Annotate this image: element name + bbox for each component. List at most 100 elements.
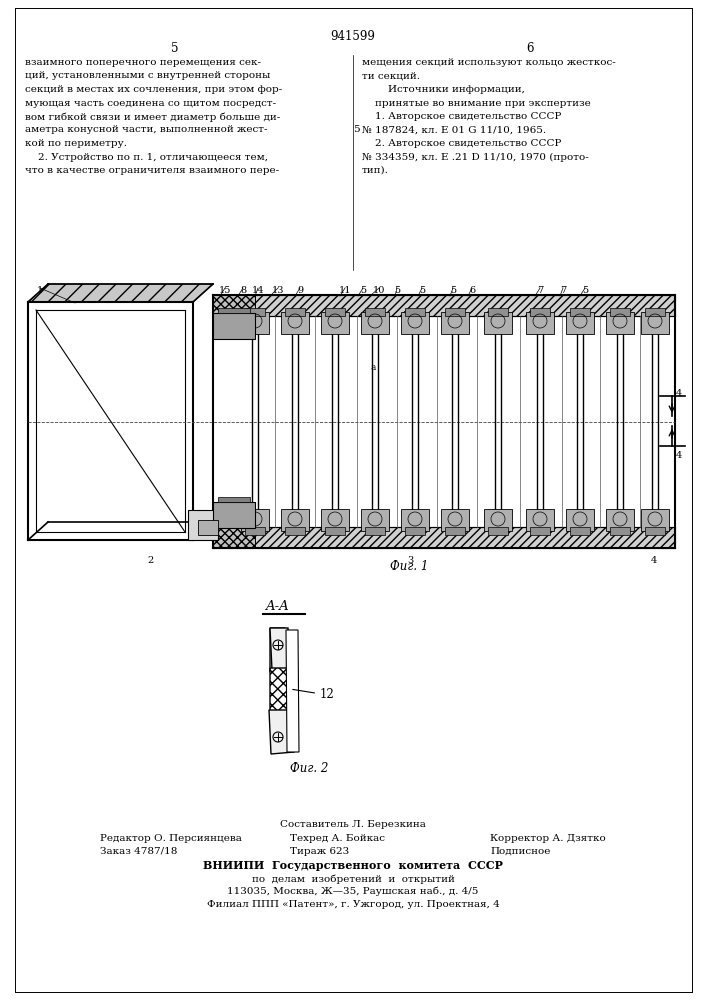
Bar [245, 527, 265, 535]
Text: 5: 5 [353, 125, 359, 134]
Bar [213, 313, 255, 339]
Text: 15: 15 [218, 286, 231, 295]
Bar [401, 509, 429, 531]
Text: Подписное: Подписное [490, 847, 550, 856]
Text: по  делам  изобретений  и  открытий: по делам изобретений и открытий [252, 874, 455, 884]
Text: Фиг. 2: Фиг. 2 [290, 762, 328, 775]
Text: 5: 5 [450, 286, 456, 295]
Bar [405, 527, 425, 535]
Polygon shape [270, 668, 294, 712]
Bar [401, 312, 429, 334]
Bar [641, 312, 669, 334]
Bar [606, 509, 634, 531]
Bar [325, 527, 345, 535]
Text: 6: 6 [469, 286, 475, 295]
Text: Составитель Л. Березкина: Составитель Л. Березкина [280, 820, 426, 829]
Bar [441, 312, 469, 334]
Text: 2: 2 [147, 556, 153, 565]
Text: секций в местах их сочленения, при этом фор-: секций в местах их сочленения, при этом … [25, 85, 282, 94]
Text: вом гибкой связи и имеет диаметр больше ди-: вом гибкой связи и имеет диаметр больше … [25, 112, 280, 121]
Bar [641, 509, 669, 531]
Text: 10: 10 [373, 286, 385, 295]
Text: аметра конусной части, выполненной жест-: аметра конусной части, выполненной жест- [25, 125, 267, 134]
Text: 4: 4 [676, 451, 682, 460]
Bar [281, 509, 309, 531]
Bar [445, 308, 465, 316]
Text: 1. Авторское свидетельство СССР: 1. Авторское свидетельство СССР [362, 112, 561, 121]
Polygon shape [213, 295, 675, 316]
Bar [365, 527, 385, 535]
Text: Фиг. 1: Фиг. 1 [390, 560, 428, 573]
Text: что в качестве ограничителя взаимного пере-: что в качестве ограничителя взаимного пе… [25, 166, 279, 175]
Text: 2. Авторское свидетельство СССР: 2. Авторское свидетельство СССР [362, 139, 561, 148]
Bar [198, 520, 218, 535]
Bar [361, 312, 389, 334]
Polygon shape [213, 295, 255, 316]
Text: A-A: A-A [265, 600, 288, 613]
Bar [526, 509, 554, 531]
Text: № 334359, кл. Е .21 D 11/10, 1970 (прото-: № 334359, кл. Е .21 D 11/10, 1970 (прото… [362, 152, 589, 162]
Text: 4: 4 [651, 556, 657, 565]
Text: кой по периметру.: кой по периметру. [25, 139, 127, 148]
Bar [566, 509, 594, 531]
Text: 5: 5 [360, 286, 366, 295]
Text: 7: 7 [560, 286, 566, 295]
Text: Заказ 4787/18: Заказ 4787/18 [100, 847, 177, 856]
Text: Редактор О. Персиянцева: Редактор О. Персиянцева [100, 834, 242, 843]
Text: 5: 5 [419, 286, 425, 295]
Bar [241, 312, 269, 334]
Text: 1: 1 [37, 286, 43, 295]
Text: тип).: тип). [362, 166, 389, 175]
Polygon shape [270, 628, 285, 672]
Text: 13: 13 [271, 286, 284, 295]
Bar [325, 308, 345, 316]
Bar [361, 509, 389, 531]
Bar [645, 527, 665, 535]
Bar [530, 308, 550, 316]
Bar [285, 527, 305, 535]
Text: 5: 5 [394, 286, 400, 295]
Bar [566, 312, 594, 334]
Polygon shape [269, 710, 294, 754]
Bar [610, 527, 630, 535]
Text: № 187824, кл. Е 01 G 11/10, 1965.: № 187824, кл. Е 01 G 11/10, 1965. [362, 125, 546, 134]
Bar [321, 312, 349, 334]
Text: 5: 5 [582, 286, 588, 295]
Text: ВНИИПИ  Государственного  комитета  СССР: ВНИИПИ Государственного комитета СССР [203, 860, 503, 871]
Bar [484, 312, 512, 334]
Text: 941599: 941599 [331, 30, 375, 43]
Bar [405, 308, 425, 316]
Text: Корректор А. Дзятко: Корректор А. Дзятко [490, 834, 606, 843]
Text: мующая часть соединена со щитом посредст-: мующая часть соединена со щитом посредст… [25, 99, 276, 107]
Text: мещения секций используют кольцо жесткос-: мещения секций используют кольцо жесткос… [362, 58, 616, 67]
Text: ти секций.: ти секций. [362, 72, 420, 81]
Text: 14: 14 [252, 286, 264, 295]
Text: 4: 4 [676, 389, 682, 398]
Text: 5: 5 [171, 42, 179, 55]
Text: ций, установленными с внутренней стороны: ций, установленными с внутренней стороны [25, 72, 270, 81]
Bar [218, 497, 250, 502]
Bar [241, 509, 269, 531]
Bar [365, 308, 385, 316]
Text: a: a [370, 363, 375, 372]
Bar [606, 312, 634, 334]
Text: 7: 7 [537, 286, 543, 295]
Bar [285, 308, 305, 316]
Bar [526, 312, 554, 334]
Bar [488, 527, 508, 535]
Text: 6: 6 [526, 42, 534, 55]
Polygon shape [213, 527, 675, 548]
Bar [570, 527, 590, 535]
Polygon shape [213, 527, 255, 548]
Text: взаимного поперечного перемещения сек-: взаимного поперечного перемещения сек- [25, 58, 261, 67]
Bar [218, 308, 250, 313]
Polygon shape [270, 628, 290, 670]
Bar [570, 308, 590, 316]
Bar [610, 308, 630, 316]
Text: Тираж 623: Тираж 623 [290, 847, 349, 856]
Text: 8: 8 [240, 286, 246, 295]
Text: Источники информации,: Источники информации, [362, 85, 525, 94]
Text: 3: 3 [407, 556, 413, 565]
Polygon shape [286, 630, 299, 752]
Bar [188, 510, 218, 540]
